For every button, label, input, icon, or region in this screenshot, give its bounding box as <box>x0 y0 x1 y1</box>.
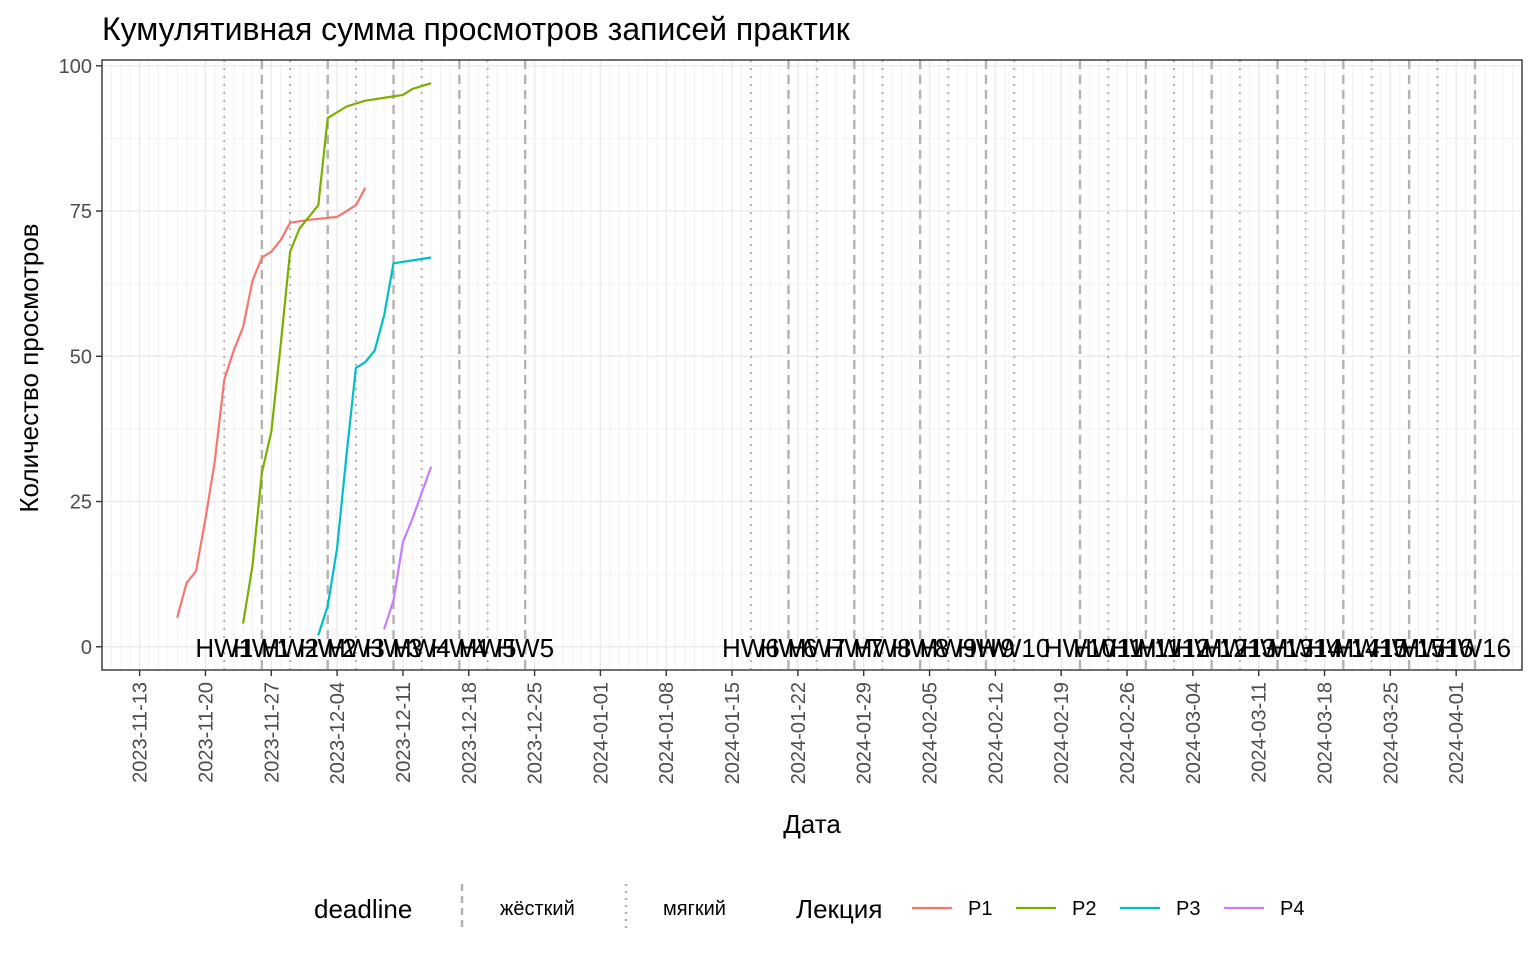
legend-title-lecture: Лекция <box>796 894 882 924</box>
legend-label-p2: P2 <box>1072 898 1096 920</box>
hw-label: HW15 <box>1373 633 1445 663</box>
hw-label: HW12 <box>1176 633 1248 663</box>
x-tick-label: 2024-02-05 <box>920 682 942 784</box>
x-tick-label: 2024-01-15 <box>722 682 744 784</box>
hw-label: HW9 <box>957 633 1015 663</box>
hw-label: HW7 <box>825 633 883 663</box>
legend-label-p1: P1 <box>968 898 992 920</box>
y-tick-label: 25 <box>70 492 92 514</box>
hw-label: HW10 <box>978 633 1050 663</box>
hw-label: HW11 <box>1073 633 1143 663</box>
legend-label-soft: мягкий <box>663 898 726 920</box>
x-tick-label: 2024-04-01 <box>1446 682 1468 784</box>
legend: deadline жёсткий мягкий Лекция P1 P2 P3 P4 <box>314 884 1304 930</box>
hw-label: HW4 <box>393 633 451 663</box>
y-tick-label: 50 <box>70 346 92 368</box>
legend-item-soft: мягкий <box>624 884 726 930</box>
x-tick-label: 2023-12-04 <box>327 682 349 784</box>
hw-label: HW13 <box>1204 633 1276 663</box>
x-tick-label: 2024-01-22 <box>788 682 810 784</box>
legend-label-hard: жёсткий <box>500 898 575 920</box>
series-lines <box>176 82 433 636</box>
x-tick-label: 2024-03-11 <box>1249 682 1271 783</box>
series-line-p4 <box>383 466 433 630</box>
legend-label-p3: P3 <box>1176 898 1200 920</box>
hw-label: HW1 <box>195 633 253 663</box>
hw-label: HW11 <box>1111 633 1181 663</box>
hw-label: HW2 <box>261 633 319 663</box>
hw-label: HW5 <box>459 633 517 663</box>
x-tick-label: 2024-01-01 <box>590 682 612 784</box>
hw-label: HW15 <box>1335 633 1407 663</box>
y-axis: 0 25 50 75 100 <box>59 56 102 659</box>
hw-label: HW16 <box>1439 633 1511 663</box>
x-tick-label: 2024-02-19 <box>1051 682 1073 784</box>
hw-label: HW14 <box>1307 633 1379 663</box>
hw-label: HW1 <box>233 633 291 663</box>
x-tick-label: 2024-02-12 <box>985 682 1007 784</box>
x-tick-label: 2023-11-13 <box>130 682 152 783</box>
y-tick-label: 0 <box>81 637 92 659</box>
hw-label: HW5 <box>496 633 554 663</box>
x-tick-label: 2023-12-25 <box>525 682 547 784</box>
x-axis: 2023-11-13 2023-11-20 2023-11-27 2023-12-04… <box>130 670 1468 784</box>
x-tick-label: 2023-11-20 <box>195 682 217 783</box>
y-tick-label: 75 <box>70 201 92 223</box>
x-tick-label: 2024-01-08 <box>656 682 678 784</box>
hw-label: HW12 <box>1138 633 1210 663</box>
x-tick-label: 2024-03-04 <box>1183 682 1205 784</box>
hw-label: HW13 <box>1241 633 1313 663</box>
hw-label: HW9 <box>919 633 977 663</box>
hw-label: HW6 <box>760 633 818 663</box>
hw-label: HW8 <box>891 633 949 663</box>
hw-label: HW2 <box>299 633 357 663</box>
hw-label: HW14 <box>1270 633 1342 663</box>
hw-label: HW7 <box>788 633 846 663</box>
x-tick-label: 2023-12-11 <box>393 682 415 783</box>
series-line-p1 <box>176 187 367 618</box>
x-tick-label: 2024-02-26 <box>1117 682 1139 784</box>
hw-label: HW8 <box>854 633 912 663</box>
x-tick-label: 2024-03-18 <box>1315 682 1337 784</box>
series-line-p3 <box>317 256 432 636</box>
hw-label: HW3 <box>327 633 385 663</box>
legend-series: P1 P2 P3 P4 <box>912 898 1304 920</box>
y-axis-title: Количество просмотров <box>14 223 44 512</box>
hw-label: HW6 <box>722 633 780 663</box>
x-axis-title: Дата <box>783 809 841 839</box>
chart-title: Кумулятивная сумма просмотров записей пр… <box>102 11 851 47</box>
x-tick-label: 2024-03-25 <box>1380 682 1402 784</box>
deadline-lines <box>223 60 1477 670</box>
hw-label: HW4 <box>430 633 488 663</box>
grid-major <box>102 60 1522 670</box>
x-tick-label: 2024-01-29 <box>854 682 876 784</box>
legend-item-hard: жёсткий <box>460 884 575 930</box>
legend-label-p4: P4 <box>1280 898 1304 920</box>
hw-label: HW10 <box>1044 633 1116 663</box>
hw-label: HW3 <box>365 633 423 663</box>
hw-label: HW16 <box>1401 633 1473 663</box>
y-tick-label: 100 <box>59 56 92 78</box>
legend-title-deadline: deadline <box>314 894 412 924</box>
x-tick-label: 2023-12-18 <box>459 682 481 784</box>
series-line-p2 <box>242 82 432 624</box>
x-tick-label: 2023-11-27 <box>261 682 283 783</box>
